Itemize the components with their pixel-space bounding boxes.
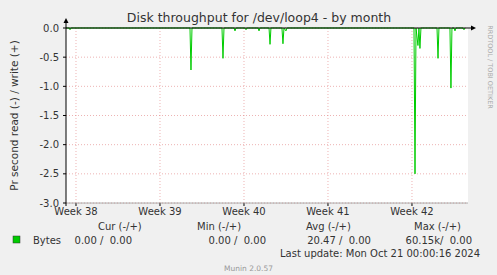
watermark: RRDTOOL / TOBI OETIKER bbox=[486, 25, 494, 109]
y-tick-label: -0.5 bbox=[39, 52, 59, 63]
stats-header: Min (-/+) bbox=[197, 221, 241, 232]
x-tick-label: Week 41 bbox=[306, 206, 349, 217]
y-grid-line bbox=[66, 144, 468, 145]
x-axis-arrow bbox=[471, 26, 476, 31]
y-axis bbox=[66, 22, 67, 206]
y-tick-label: 0.0 bbox=[43, 23, 59, 34]
y-grid-line bbox=[66, 57, 468, 58]
plot-area bbox=[66, 28, 468, 203]
y-tick-label: -1.5 bbox=[39, 110, 59, 121]
x-axis-bottom bbox=[66, 203, 468, 204]
title: Disk throughput for /dev/loop4 - by mont… bbox=[127, 10, 391, 25]
footer: Last update: Mon Oct 21 00:00:16 2024 bbox=[280, 248, 480, 259]
y-grid-line bbox=[66, 86, 468, 87]
x-axis bbox=[66, 28, 472, 29]
y-grid-line bbox=[66, 173, 468, 174]
y-grid-line bbox=[66, 115, 468, 116]
x-tick-label: Week 40 bbox=[222, 206, 265, 217]
y-tick-label: -2.5 bbox=[39, 168, 59, 179]
stats-header: Avg (-/+) bbox=[306, 221, 351, 232]
y-grid-line bbox=[66, 203, 468, 204]
x-tick-label: Week 38 bbox=[54, 206, 97, 217]
y-tick-label: -2.0 bbox=[39, 139, 59, 150]
stats-header: Max (-/+) bbox=[414, 221, 461, 232]
x-grid-line bbox=[159, 28, 160, 203]
y-tick-label: -1.0 bbox=[39, 81, 59, 92]
background bbox=[0, 0, 497, 275]
credit: Munin 2.0.57 bbox=[224, 264, 273, 273]
stats-header: Cur (-/+) bbox=[98, 221, 142, 232]
x-tick-label: Week 42 bbox=[390, 206, 433, 217]
chart: Disk throughput for /dev/loop4 - by mont… bbox=[0, 0, 497, 275]
legend-swatch bbox=[13, 236, 20, 243]
stats-value: 0.00 / 0.00 bbox=[209, 235, 266, 246]
legend-label: Bytes bbox=[33, 235, 61, 246]
stats-value: 20.47 / 0.00 bbox=[307, 235, 371, 246]
series-line bbox=[66, 28, 465, 174]
x-grid-line bbox=[243, 28, 244, 203]
x-tick-label: Week 39 bbox=[138, 206, 181, 217]
x-grid-line bbox=[327, 28, 328, 203]
y-axis-label: Pr second read (-) / write (+) bbox=[8, 40, 20, 191]
stats-value: 0.00 / 0.00 bbox=[75, 235, 132, 246]
y-axis-arrow bbox=[64, 18, 69, 23]
stats-value: 60.15k/ 0.00 bbox=[406, 235, 472, 246]
x-grid-line bbox=[75, 28, 76, 203]
x-grid-line bbox=[411, 28, 412, 203]
data-group bbox=[66, 28, 465, 174]
